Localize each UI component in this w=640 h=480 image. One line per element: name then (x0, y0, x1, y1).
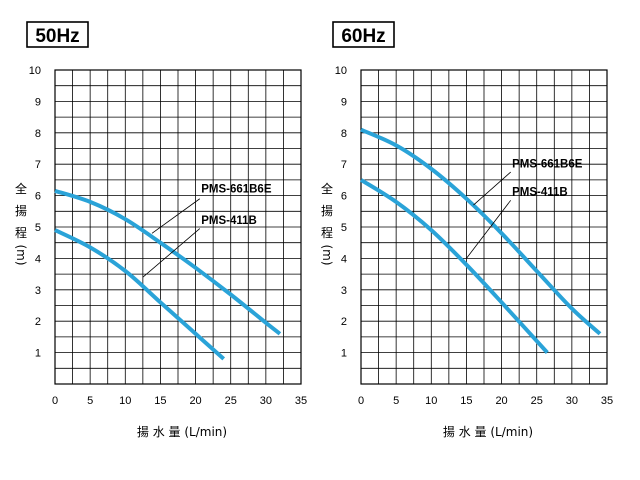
leader-line (473, 171, 511, 206)
x-axis-label: 揚 水 量 (L/min) (137, 425, 227, 439)
x-tick-label: 25 (531, 395, 543, 407)
chart-title: 60Hz (341, 26, 385, 47)
x-tick-label: 35 (295, 395, 307, 407)
x-tick-label: 5 (87, 395, 93, 407)
plot-frame (360, 69, 608, 385)
y-tick-label: 2 (341, 316, 347, 328)
y-tick-label: 4 (35, 253, 41, 265)
y-tick-label: 2 (35, 316, 41, 328)
y-axis-label: 全揚程 (m) (14, 181, 28, 266)
x-tick-label: 25 (225, 395, 237, 407)
plot-frame (54, 69, 302, 385)
chart-panel-60hz: 60Hz 1 2 3 4 5 6 7 8 9 10 0 5 10 15 20 25 30 35 全揚程 (m) 揚 水 量… (320, 21, 613, 439)
y-tick-label: 6 (35, 191, 41, 203)
x-tick-label: 30 (260, 395, 272, 407)
frequency-title-box (332, 21, 395, 48)
y-axis-label-char: 揚 (321, 204, 333, 218)
y-tick-label: 9 (35, 96, 41, 108)
x-tick-label: 35 (601, 395, 613, 407)
x-tick-label: 10 (425, 395, 437, 407)
x-tick-label: 15 (154, 395, 166, 407)
y-tick-label: 5 (341, 222, 347, 234)
x-tick-label: 5 (393, 395, 399, 407)
y-axis-label-unit: (m) (14, 244, 28, 265)
performance-curve-pms-661b6e (360, 127, 602, 336)
y-axis-label-char: 全 (321, 181, 333, 196)
y-axis-label-char: 程 (321, 225, 333, 240)
performance-curve-pms-411b (54, 228, 226, 361)
x-tick-label: 30 (566, 395, 578, 407)
y-tick-label: 6 (341, 191, 347, 203)
series-label: PMS-661B6E (201, 183, 272, 195)
y-tick-label: 5 (35, 222, 41, 234)
y-tick-label: 7 (35, 159, 41, 171)
y-tick-label: 4 (341, 253, 347, 265)
performance-curve-pms-411b (359, 178, 549, 354)
y-tick-label: 8 (35, 128, 41, 140)
series-label: PMS-661B6E (512, 158, 583, 170)
y-tick-label: 10 (29, 65, 41, 77)
y-tick-label: 7 (341, 159, 347, 171)
y-tick-label: 9 (341, 96, 347, 108)
performance-curve-pms-661b6e (54, 188, 282, 336)
x-tick-label: 20 (495, 395, 507, 407)
x-tick-label: 0 (358, 395, 364, 407)
y-tick-label: 1 (341, 348, 347, 360)
series-label: PMS-411B (512, 187, 568, 199)
y-axis-label-char: 程 (15, 225, 27, 240)
y-tick-label: 8 (341, 128, 347, 140)
chart-panel-50hz: 50Hz 1 2 3 4 5 6 7 8 9 10 0 5 10 15 20 25 30 35 全揚程 (m) 揚 水 量… (14, 21, 307, 439)
frequency-title-box (26, 21, 89, 48)
y-axis-label-unit: (m) (320, 244, 334, 265)
leader-line (466, 200, 512, 259)
x-tick-label: 20 (189, 395, 201, 407)
chart-title: 50Hz (35, 26, 79, 47)
y-axis-label-char: 揚 (15, 204, 27, 218)
x-axis-label: 揚 水 量 (L/min) (443, 425, 533, 439)
y-axis-label-char: 全 (15, 181, 27, 196)
x-tick-label: 10 (119, 395, 131, 407)
series-label: PMS-411B (201, 215, 257, 227)
y-tick-label: 10 (335, 65, 347, 77)
y-tick-label: 3 (35, 285, 41, 297)
y-tick-label: 3 (341, 285, 347, 297)
leader-line (142, 228, 201, 278)
x-tick-label: 0 (52, 395, 58, 407)
y-axis-label: 全揚程 (m) (320, 181, 334, 266)
x-tick-label: 15 (460, 395, 472, 407)
leader-line (151, 198, 201, 234)
y-tick-label: 1 (35, 348, 41, 360)
